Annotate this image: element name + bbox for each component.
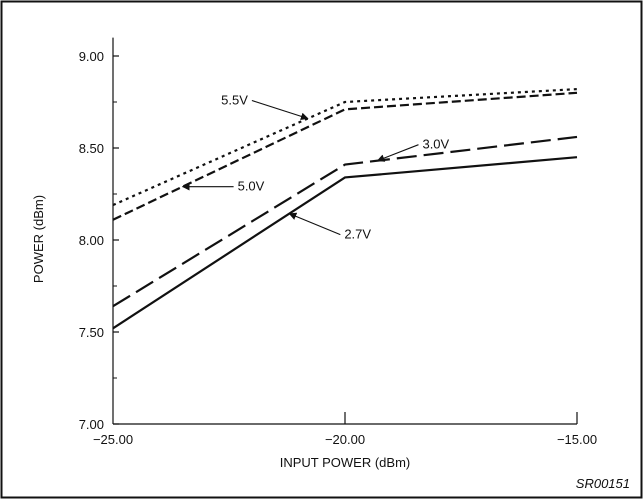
x-axis-title: INPUT POWER (dBm)	[280, 455, 411, 470]
y-tick-label: 9.00	[79, 49, 104, 64]
y-tick-label: 7.00	[79, 417, 104, 432]
series-line-2-7v	[112, 156, 578, 330]
annotation-label: 2.7V	[344, 227, 371, 242]
figure-code: SR00151	[576, 476, 630, 491]
series-layer	[112, 88, 578, 330]
x-tick-label: −20.00	[325, 432, 365, 447]
annotation-layer: 5.5V 5.0V 3.0V 2.7V	[181, 92, 450, 242]
annotation-label: 5.0V	[238, 179, 265, 194]
annotation-arrow	[288, 212, 341, 236]
series-line-3-0v	[112, 135, 578, 308]
series-line-5-0v	[112, 91, 578, 221]
series-line-5-5v	[112, 88, 578, 207]
x-tick-label: −15.00	[557, 432, 597, 447]
annotation-label: 3.0V	[422, 137, 449, 152]
y-tick-label: 8.00	[79, 233, 104, 248]
annotation-arrow	[376, 144, 419, 162]
y-axis-title: POWER (dBm)	[31, 195, 46, 283]
axes: 7.00 7.50 8.00 8.50 9.00 −25.00 −20.00 −15.00	[79, 37, 597, 447]
y-tick-label: 8.50	[79, 141, 104, 156]
y-tick-label: 7.50	[79, 325, 104, 340]
annotation-label: 5.5V	[221, 92, 248, 107]
x-tick-label: −25.00	[93, 432, 133, 447]
annotation-arrow	[251, 99, 309, 121]
